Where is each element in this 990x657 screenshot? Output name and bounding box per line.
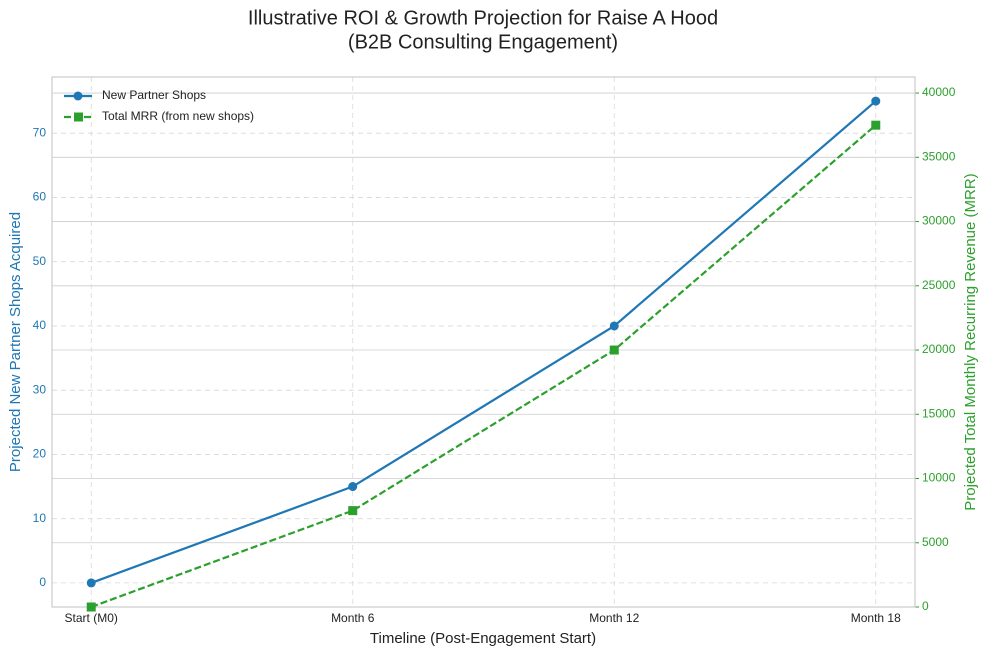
x-axis-label: Timeline (Post-Engagement Start) xyxy=(370,630,596,647)
data-point xyxy=(348,482,358,492)
legend-label: Total MRR (from new shops) xyxy=(102,109,254,123)
y2-tick-label: 30000 xyxy=(922,214,956,228)
y-axis-label: Projected New Partner Shops Acquired xyxy=(7,212,24,472)
y2-tick-label: 5000 xyxy=(922,535,949,549)
legend-label: New Partner Shops xyxy=(102,88,206,102)
y2-tick-label: 15000 xyxy=(922,406,956,420)
y2-axis-label: Projected Total Monthly Recurring Revenu… xyxy=(962,173,979,510)
data-point xyxy=(871,120,881,130)
y-tick-label: 50 xyxy=(33,254,47,268)
y-tick-label: 60 xyxy=(33,190,47,204)
data-point xyxy=(609,321,619,331)
plot-frame xyxy=(51,76,916,608)
data-point xyxy=(871,96,881,106)
chart-title: (B2B Consulting Engagement) xyxy=(348,31,618,53)
y2-tick-label: 0 xyxy=(922,599,929,613)
y2-tick-label: 10000 xyxy=(922,471,956,485)
y2-tick-label: 35000 xyxy=(922,149,956,163)
x-tick-label: Start (M0) xyxy=(65,611,118,625)
series-line xyxy=(90,100,877,584)
data-point xyxy=(609,345,619,355)
data-point xyxy=(348,506,358,516)
y2-tick-label: 25000 xyxy=(922,278,956,292)
x-tick-label: Month 12 xyxy=(589,611,639,625)
legend-marker xyxy=(73,91,83,101)
data-point xyxy=(86,578,96,588)
data-point xyxy=(86,602,96,612)
chart-title: Illustrative ROI & Growth Projection for… xyxy=(248,7,718,29)
y-tick-label: 10 xyxy=(33,511,47,525)
y-tick-label: 20 xyxy=(33,447,47,461)
legend-marker xyxy=(74,112,83,122)
y-tick-label: 70 xyxy=(33,125,47,139)
y-tick-label: 40 xyxy=(33,318,47,332)
x-tick-label: Month 18 xyxy=(851,611,901,625)
y-tick-label: 30 xyxy=(33,382,47,396)
y-tick-label: 0 xyxy=(39,575,46,589)
y2-tick-label: 20000 xyxy=(922,342,956,356)
series-line xyxy=(90,124,877,609)
y2-tick-label: 40000 xyxy=(922,85,956,99)
x-tick-label: Month 6 xyxy=(331,611,375,625)
